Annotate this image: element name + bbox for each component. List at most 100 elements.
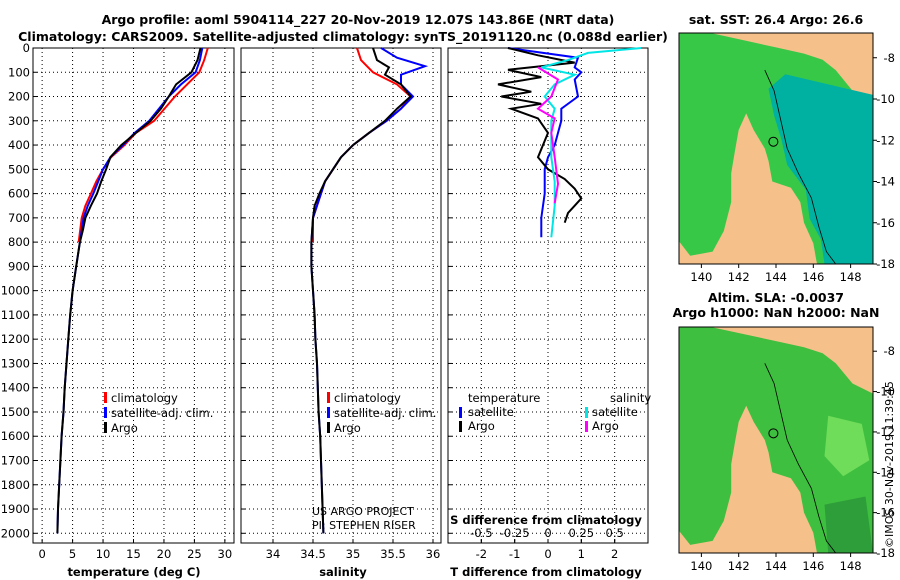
depth-tick-label: 100: [8, 65, 30, 79]
map-xtick-label: 142: [728, 559, 750, 573]
legend-swatch-satellite: [327, 407, 330, 418]
sst-map: 140 142 144 146 148 -8 -10 -12 -14 -16 -18: [678, 32, 895, 284]
credit-line-1: US ARGO PROJECT: [312, 505, 414, 518]
temperature-legend: climatology satellite-adj. clim. Argo: [104, 391, 213, 435]
salinity-xtick-label: 35: [346, 547, 361, 561]
credit-line-2: PI: STEPHEN RISER: [312, 519, 416, 532]
legend-t-satellite: satellite: [468, 405, 514, 419]
s-diff-tick-label: 0.25: [569, 526, 595, 540]
legend-swatch-argo: [327, 422, 330, 433]
title-line-1: Argo profile: aoml 5904114_227 20-Nov-20…: [102, 12, 615, 28]
difference-legend: temperature salinity satellite Argo sate…: [459, 391, 651, 433]
difference-xtick-label: -2: [476, 547, 487, 561]
depth-tick-label: 1400: [1, 381, 30, 395]
map-xtick-label: 148: [840, 559, 862, 573]
map-ytick-label: -10: [876, 385, 895, 399]
depth-tick-label: 1000: [1, 284, 30, 298]
map-ytick-label: -18: [876, 546, 895, 560]
difference-series-temperature-satellite: [507, 47, 583, 238]
temperature-xtick-label: 25: [187, 547, 202, 561]
legend-swatch-climatology: [327, 392, 330, 403]
map-ytick-label: -8: [884, 51, 895, 65]
legend-salinity-header: salinity: [610, 391, 651, 405]
depth-tick-label: 800: [8, 235, 30, 249]
depth-tick-label: 300: [8, 114, 30, 128]
map-xtick-label: 140: [690, 559, 712, 573]
legend-argo: Argo: [334, 421, 361, 435]
depth-tick-label: 2000: [1, 526, 30, 540]
sla-map-title-2: Argo h1000: NaN h2000: NaN: [673, 305, 880, 320]
sla-map: 140 142 144 146 148 -8 -10 -12 -14 -16 -18: [678, 326, 895, 573]
depth-tick-label: 700: [8, 211, 30, 225]
temperature-xtick-label: 30: [218, 547, 233, 561]
difference-xlabel: T difference from climatology: [450, 565, 642, 579]
map-ytick-label: -14: [876, 465, 895, 479]
temperature-xtick-label: 15: [126, 547, 141, 561]
s-diff-tick-label: -0.5: [470, 526, 492, 540]
deep-water-area: [768, 74, 873, 264]
legend-swatch-s-satellite: [585, 407, 588, 418]
sla-high-area: [824, 415, 870, 477]
difference-series-temperature-argo: [497, 47, 583, 224]
legend-satellite: satellite-adj. clim.: [334, 406, 436, 420]
png-land: [710, 327, 873, 394]
legend-satellite: satellite-adj. clim.: [111, 406, 213, 420]
depth-tick-label: 1900: [1, 502, 30, 516]
difference-xtick-label: 1: [578, 547, 585, 561]
salinity-frame: [240, 47, 442, 544]
s-diff-tick-label: -0.25: [500, 526, 530, 540]
depth-tick-label: 1800: [1, 478, 30, 492]
imos-stamp: ©IMOS 30-Nov-2019 11:39:45: [883, 381, 896, 548]
salinity-panel: 34 34.5 35 35.5 36: [240, 47, 442, 561]
map-ytick-label: -12: [876, 133, 895, 147]
salinity-xtick-label: 35.5: [380, 547, 406, 561]
png-land: [710, 33, 873, 102]
salinity-xtick-label: 34: [266, 547, 281, 561]
s-diff-tick-label: 0.5: [606, 526, 624, 540]
map-xtick-label: 148: [840, 270, 862, 284]
sla-low-area: [824, 496, 873, 553]
s-diff-tick-label: 0: [544, 526, 551, 540]
map-xtick-label: 146: [802, 559, 824, 573]
depth-tick-label: 200: [8, 90, 30, 104]
legend-argo: Argo: [111, 421, 138, 435]
legend-climatology: climatology: [111, 391, 178, 405]
argo-location-marker: [768, 428, 779, 439]
legend-swatch-climatology: [104, 392, 107, 403]
difference-panel: -2 -1 0 1 2 -0.5 -0.25 0 0.25 0.5: [447, 47, 649, 561]
map-ytick-label: -8: [884, 344, 895, 358]
map-xtick-label: 144: [765, 270, 787, 284]
map-ytick-label: -10: [876, 92, 895, 106]
salinity-series-argo: [310, 47, 412, 534]
legend-s-satellite: satellite: [592, 405, 638, 419]
difference-series-salinity-satellite: [541, 47, 642, 238]
salinity-xtick-label: 34.5: [300, 547, 326, 561]
temperature-xtick-label: 0: [38, 547, 45, 561]
depth-tick-label: 600: [8, 187, 30, 201]
legend-t-argo: Argo: [468, 419, 495, 433]
temperature-series-argo: [56, 47, 202, 534]
salinity-legend: climatology satellite-adj. clim. Argo: [327, 391, 436, 435]
map-ytick-label: -16: [876, 506, 895, 520]
salinity-series-satellite-adj-clim-: [310, 47, 429, 534]
difference-xtick-label: 0: [544, 547, 551, 561]
depth-tick-label: 500: [8, 162, 30, 176]
map-xtick-label: 144: [765, 559, 787, 573]
map-xtick-label: 142: [728, 270, 750, 284]
temperature-xtick-label: 5: [69, 547, 76, 561]
depth-tick-label: 1300: [1, 356, 30, 370]
temperature-panel: 0 5 10 15 20 25 300100200300400500600700800900…: [1, 41, 235, 561]
legend-swatch-satellite: [104, 407, 107, 418]
depth-tick-label: 1200: [1, 332, 30, 346]
depth-contour: [764, 69, 837, 264]
salinity-xlabel: salinity: [319, 565, 367, 579]
sst-map-title: sat. SST: 26.4 Argo: 26.6: [689, 12, 864, 27]
depth-tick-label: 0: [23, 41, 30, 55]
legend-climatology: climatology: [334, 391, 401, 405]
depth-contour: [764, 363, 837, 553]
depth-tick-label: 900: [8, 259, 30, 273]
map-xtick-label: 146: [802, 270, 824, 284]
legend-swatch-t-satellite: [459, 407, 462, 418]
title-line-2: Climatology: CARS2009. Satellite-adjuste…: [18, 29, 668, 45]
